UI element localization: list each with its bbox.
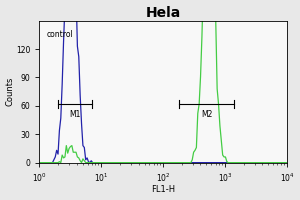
Text: control: control (46, 30, 73, 39)
Y-axis label: Counts: Counts (6, 77, 15, 106)
Text: M1: M1 (69, 110, 80, 119)
X-axis label: FL1-H: FL1-H (151, 185, 175, 194)
Text: M2: M2 (201, 110, 212, 119)
Title: Hela: Hela (146, 6, 181, 20)
